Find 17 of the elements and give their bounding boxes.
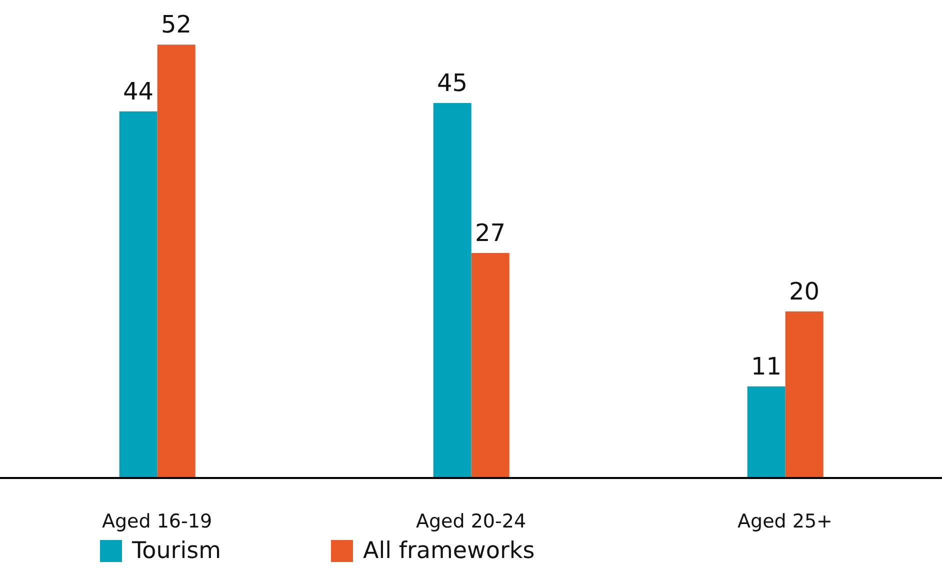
- bar: [433, 103, 472, 478]
- data-label: 45: [437, 69, 468, 97]
- data-label: 11: [751, 352, 782, 380]
- bar: [157, 44, 196, 478]
- legend-label: All frameworks: [363, 538, 535, 564]
- data-label: 52: [161, 10, 192, 39]
- bar: [785, 311, 824, 478]
- data-label: 27: [475, 219, 506, 247]
- x-tick-label: Aged 16-19: [102, 510, 212, 532]
- bar: [471, 253, 510, 478]
- x-tick-label: Aged 20-24: [416, 510, 526, 532]
- bar: [119, 111, 158, 478]
- bar: [747, 386, 786, 478]
- data-label: 44: [123, 77, 154, 106]
- legend-label: Tourism: [132, 538, 222, 564]
- data-label: 20: [789, 277, 820, 306]
- x-tick-label: Aged 25+: [738, 510, 832, 532]
